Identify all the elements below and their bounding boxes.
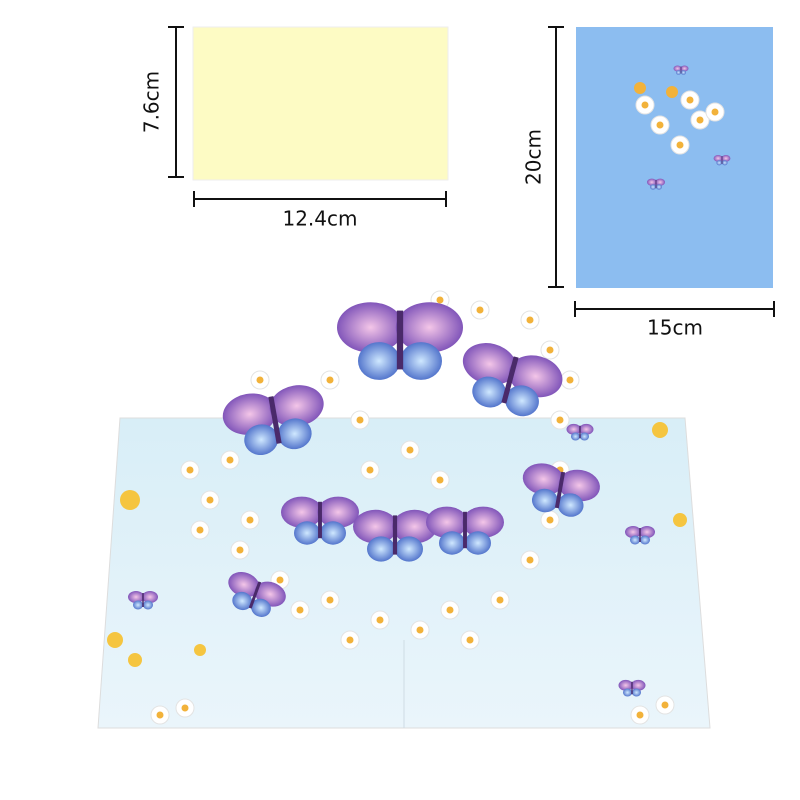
envelope <box>192 26 449 181</box>
card-width-label: 15cm <box>647 316 703 340</box>
card-front <box>576 27 773 288</box>
card-height-label: 20cm <box>522 129 546 185</box>
popup-card <box>97 290 711 729</box>
envelope-width-label: 12.4cm <box>282 207 357 231</box>
card-front-art <box>634 65 731 190</box>
envelope-height-dimension <box>168 26 184 178</box>
envelope-height-label: 7.6cm <box>140 71 164 133</box>
card-width-dimension <box>574 301 775 317</box>
envelope-width-dimension <box>193 191 447 207</box>
card-height-dimension <box>548 26 564 288</box>
